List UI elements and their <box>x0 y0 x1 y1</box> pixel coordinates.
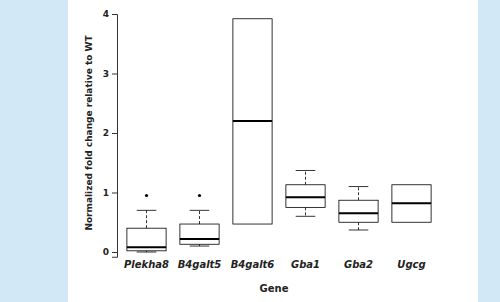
x-tick: Gba2 <box>344 259 373 270</box>
y-axis: 0 1 2 3 4 <box>103 9 118 257</box>
box <box>180 224 219 244</box>
x-tick-label: Gba1 <box>291 259 320 270</box>
whisker-cap-lower <box>137 252 157 253</box>
plot-area <box>127 19 431 252</box>
whisker-lower <box>358 222 359 230</box>
median <box>233 120 272 122</box>
y-tick: 0 <box>103 247 117 257</box>
box-group <box>286 170 325 216</box>
box-group <box>392 185 431 222</box>
median <box>180 238 219 240</box>
background <box>0 0 500 302</box>
whisker-cap-lower <box>349 229 369 230</box>
median <box>339 212 378 214</box>
y-tick: 2 <box>103 128 117 138</box>
y-tick: 3 <box>103 69 117 79</box>
whisker-upper <box>146 210 147 228</box>
box <box>392 185 431 222</box>
whisker-upper <box>199 210 200 224</box>
x-axis-title: Gene <box>260 283 289 294</box>
whisker-cap-upper <box>137 210 157 211</box>
x-tick-label: Plekha8 <box>124 259 169 270</box>
x-axis: Plekha8 B4galt5 B4galt6 Gba1 Gba2 Ugcg <box>124 259 426 270</box>
x-tick: Ugcg <box>397 259 425 270</box>
median <box>127 246 166 248</box>
box <box>286 185 325 208</box>
y-tick-label: 1 <box>103 188 109 198</box>
whisker-cap-lower <box>190 246 210 247</box>
y-tick-label: 0 <box>103 247 109 257</box>
box-group <box>127 194 166 252</box>
y-tick-label: 3 <box>103 69 109 79</box>
x-tick-label: Ugcg <box>397 259 425 270</box>
box-group <box>233 19 272 224</box>
box <box>127 228 166 251</box>
x-tick-label: Gba2 <box>344 259 373 270</box>
y-axis-title: Normalized fold change relative to WT <box>84 35 94 231</box>
whisker-cap-upper <box>296 170 316 171</box>
box-group <box>180 194 219 246</box>
panel <box>68 0 478 302</box>
y-tick-mark <box>112 74 117 75</box>
x-tick: Gba1 <box>291 259 320 270</box>
y-tick-label: 4 <box>103 9 109 19</box>
y-axis-line <box>112 15 118 258</box>
box <box>339 200 378 222</box>
whisker-cap-upper <box>190 210 210 211</box>
y-tick: 1 <box>103 188 117 198</box>
x-tick: B4galt6 <box>231 259 275 270</box>
x-tick-label: B4galt6 <box>231 259 275 270</box>
y-tick-mark <box>112 252 117 253</box>
chart: 0 1 2 3 4 Plekha8 B4galt5 B4galt6 Gba1 Gba2 Ugcg Ge… <box>0 0 500 302</box>
y-tick-label: 2 <box>103 128 109 138</box>
whisker-upper <box>358 187 359 201</box>
y-tick-mark <box>112 14 117 15</box>
y-tick: 4 <box>103 9 117 19</box>
median <box>392 202 431 204</box>
whisker-cap-upper <box>349 186 369 187</box>
whisker-upper <box>305 170 306 184</box>
whisker-cap-lower <box>296 216 316 217</box>
median <box>286 196 325 198</box>
x-tick: Plekha8 <box>124 259 169 270</box>
outlier <box>145 194 148 197</box>
y-tick-mark <box>112 193 117 194</box>
box-group <box>339 187 378 230</box>
whisker-lower <box>305 207 306 216</box>
x-tick: B4galt5 <box>178 259 222 270</box>
y-tick-mark <box>112 133 117 134</box>
box <box>233 19 272 224</box>
outlier <box>198 194 201 197</box>
x-tick-label: B4galt5 <box>178 259 222 270</box>
